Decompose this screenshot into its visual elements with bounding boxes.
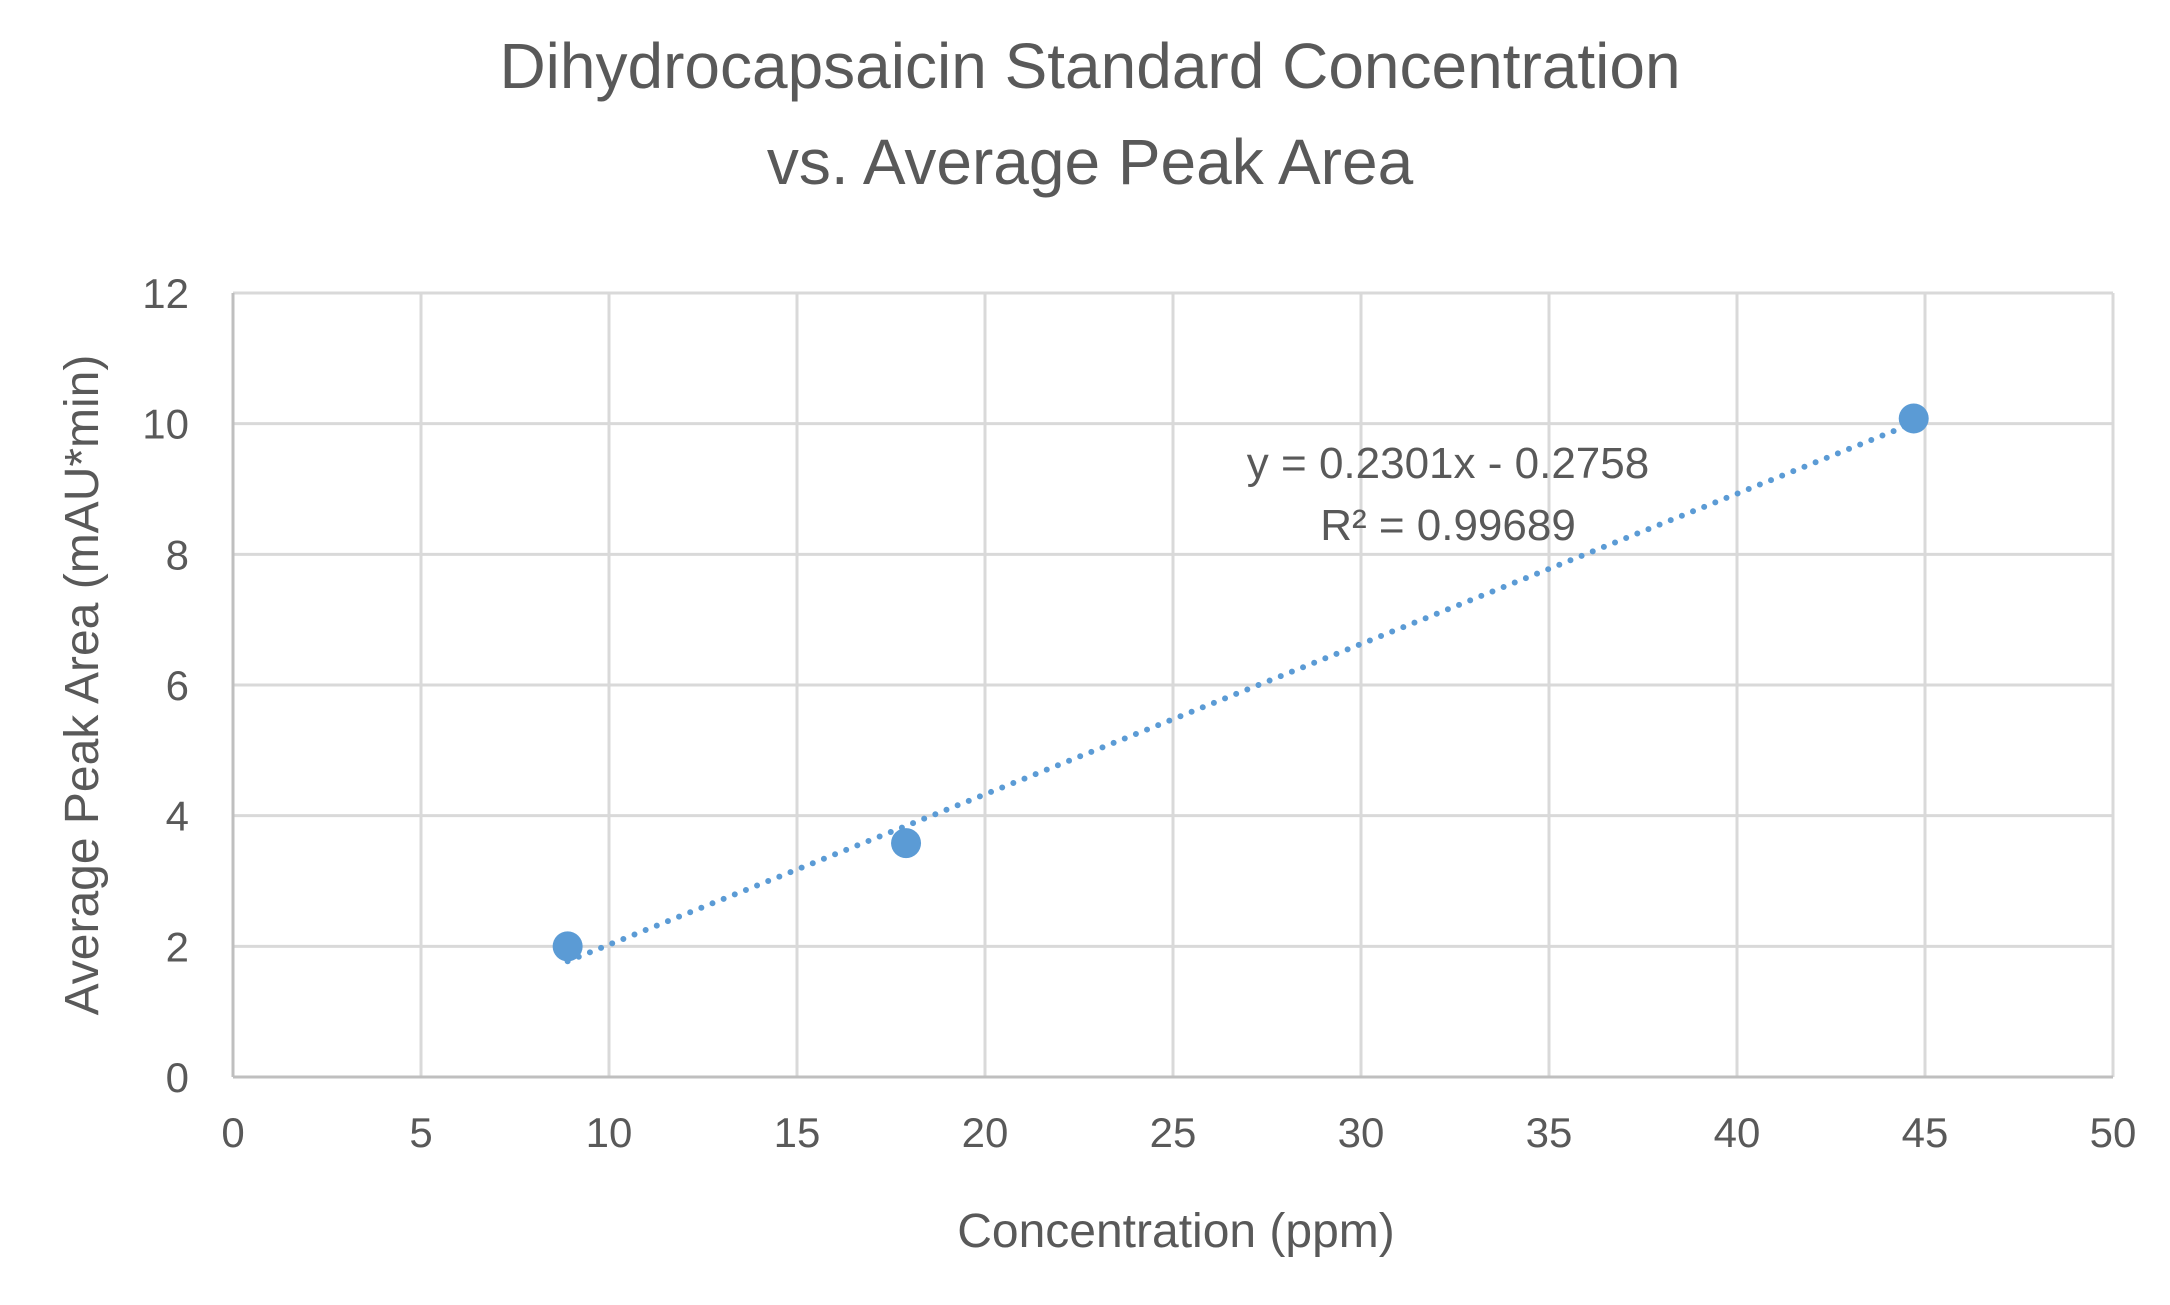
trendline-annotation: y = 0.2301x - 0.2758 R² = 0.99689 [1247, 439, 1649, 550]
x-tick-label: 35 [1526, 1109, 1573, 1156]
y-tick-label: 10 [142, 401, 189, 448]
y-tick-label: 8 [166, 531, 189, 578]
x-tick-label: 45 [1902, 1109, 1949, 1156]
trendline-equation: y = 0.2301x - 0.2758 [1247, 439, 1649, 488]
data-point [891, 828, 922, 859]
y-axis-title: Average Peak Area (mAU*min) [56, 355, 109, 1016]
x-tick-label: 0 [221, 1109, 244, 1156]
data-point [552, 931, 583, 962]
chart-title: Dihydrocapsaicin Standard Concentration … [499, 30, 1680, 198]
x-tick-labels: 0 5 10 15 20 25 30 35 40 45 50 [221, 1109, 2136, 1156]
y-tick-label: 0 [166, 1054, 189, 1101]
x-tick-label: 25 [1150, 1109, 1197, 1156]
y-tick-label: 2 [166, 923, 189, 970]
x-axis-title: Concentration (ppm) [957, 1205, 1395, 1258]
grid-lines [233, 291, 2115, 1077]
y-tick-label: 6 [166, 662, 189, 709]
data-point [1898, 403, 1929, 434]
y-tick-label: 4 [166, 793, 189, 840]
x-tick-label: 20 [962, 1109, 1009, 1156]
axes [231, 293, 2113, 1079]
chart-title-line-2: vs. Average Peak Area [767, 126, 1414, 198]
chart-title-line-1: Dihydrocapsaicin Standard Concentration [499, 30, 1680, 102]
trendline [564, 420, 1917, 965]
x-tick-label: 30 [1338, 1109, 1385, 1156]
x-tick-label: 50 [2090, 1109, 2137, 1156]
x-tick-label: 10 [586, 1109, 633, 1156]
trendline-layer [564, 420, 1917, 965]
trendline-r-squared: R² = 0.99689 [1320, 501, 1576, 550]
y-tick-label: 12 [142, 270, 189, 317]
y-tick-labels: 0 2 4 6 8 10 12 [142, 270, 189, 1101]
x-tick-label: 40 [1714, 1109, 1761, 1156]
data-points [552, 403, 1929, 962]
x-tick-label: 15 [774, 1109, 821, 1156]
x-tick-label: 5 [409, 1109, 432, 1156]
